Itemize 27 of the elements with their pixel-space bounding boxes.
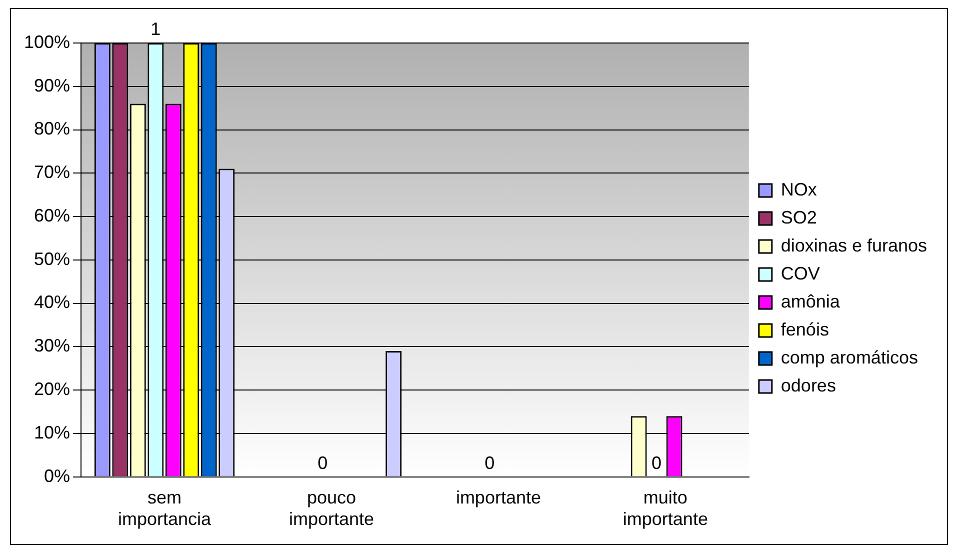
annotation: 1 [150,18,161,39]
annotation: 0 [484,452,495,473]
y-tick-label: 50% [34,248,70,269]
y-tick-label: 60% [34,205,70,226]
legend-label: fenóis [780,319,829,340]
legend-label: amônia [780,291,841,312]
x-tick-label: sem importancia [118,488,212,530]
x-tick-label: muito importante [622,488,708,530]
legend-label: COV [780,263,820,284]
y-tick-label: 20% [34,379,70,400]
y-tick-label: 90% [34,75,70,96]
annotation: 0 [652,452,662,473]
y-tick-label: 100% [24,32,70,52]
x-tick-label: pouco importante [288,488,374,530]
legend-label: dioxinas e furanos [780,235,927,256]
legend-label: comp aromáticos [780,347,918,368]
y-tick-label: 70% [34,162,70,182]
x-tick-label: importante [456,488,541,508]
y-tick-label: 40% [34,292,70,312]
legend-label: odores [780,375,836,396]
y-tick-label: 80% [34,118,70,139]
legend-label: NOx [780,179,817,200]
annotation: 0 [318,452,328,473]
y-tick-label: 30% [34,336,70,356]
y-tick-label: 0% [44,466,70,486]
y-tick-label: 10% [34,422,70,442]
legend-label: SO2 [780,207,817,228]
